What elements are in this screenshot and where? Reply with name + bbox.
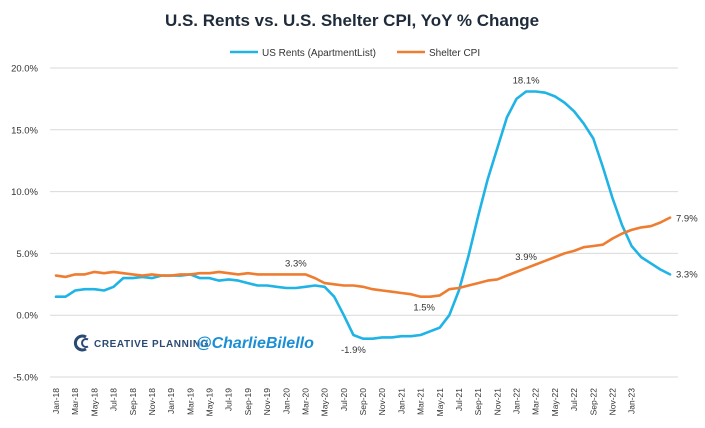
legend-label-shelter-cpi: Shelter CPI <box>429 48 480 59</box>
x-tick-label: Sep-20 <box>358 388 368 416</box>
y-tick-label: 15.0% <box>11 125 38 136</box>
data-label: 3.3% <box>285 258 307 269</box>
x-tick-label: Mar-20 <box>300 388 310 415</box>
x-tick-label: Nov-18 <box>147 388 157 416</box>
chart-title: U.S. Rents vs. U.S. Shelter CPI, YoY % C… <box>165 11 539 30</box>
y-axis: -5.0% 0.0% 5.0% 10.0% 15.0% 20.0% <box>11 64 38 384</box>
x-tick-label: May-22 <box>550 388 560 417</box>
x-tick-label: Mar-22 <box>531 388 541 415</box>
gridlines <box>50 67 678 378</box>
x-tick-label: Jan-20 <box>281 388 291 414</box>
x-tick-label: Jan-21 <box>396 388 406 414</box>
legend: US Rents (ApartmentList) Shelter CPI <box>230 48 480 59</box>
watermark: CREATIVE PLANNING @CharlieBilello <box>73 334 314 352</box>
watermark-handle: @CharlieBilello <box>196 335 314 352</box>
series-layer <box>54 90 672 341</box>
x-tick-label: Jan-23 <box>627 388 637 414</box>
x-tick-label: Mar-18 <box>70 388 80 415</box>
x-tick-label: Jul-22 <box>569 388 579 411</box>
x-tick-label: Sep-19 <box>243 388 253 416</box>
x-axis: Jan-18 Mar-18 May-18 Jul-18 Sep-18 Nov-18 Jan-… <box>51 388 637 417</box>
creative-planning-logo-icon <box>73 334 89 352</box>
x-tick-label: Jan-22 <box>512 388 522 414</box>
x-tick-label: Nov-21 <box>492 388 502 416</box>
data-label: 3.9% <box>515 252 537 263</box>
x-tick-label: Mar-19 <box>185 388 195 415</box>
x-tick-label: May-20 <box>320 388 330 417</box>
x-tick-label: May-19 <box>205 388 215 417</box>
y-tick-label: -5.0% <box>13 373 38 384</box>
x-tick-label: Jan-19 <box>166 388 176 414</box>
series-line-us-rents <box>54 90 672 341</box>
x-tick-label: May-18 <box>89 388 99 417</box>
x-tick-label: Jul-19 <box>224 388 234 411</box>
y-tick-label: 0.0% <box>16 311 38 322</box>
data-label: -1.9% <box>341 345 366 356</box>
y-tick-label: 5.0% <box>16 249 38 260</box>
x-tick-label: Nov-22 <box>607 388 617 416</box>
x-tick-label: Sep-22 <box>588 388 598 416</box>
data-label: 1.5% <box>413 303 435 314</box>
x-tick-label: Mar-21 <box>416 388 426 415</box>
annotations: 3.3% -1.9% 1.5% 18.1% 3.9% 7.9% 3.3% <box>285 75 698 355</box>
legend-label-us-rents: US Rents (ApartmentList) <box>262 48 376 59</box>
data-label: 18.1% <box>513 75 540 86</box>
data-label: 3.3% <box>676 269 698 280</box>
y-tick-label: 20.0% <box>11 64 38 75</box>
y-tick-label: 10.0% <box>11 187 38 198</box>
x-tick-label: Sep-21 <box>473 388 483 416</box>
series-line-shelter-cpi <box>54 216 672 299</box>
data-label: 7.9% <box>676 214 698 225</box>
x-tick-label: Jul-20 <box>339 388 349 411</box>
x-tick-label: Sep-18 <box>128 388 138 416</box>
x-tick-label: Jul-21 <box>454 388 464 411</box>
x-tick-label: Jan-18 <box>51 388 61 414</box>
x-tick-label: May-21 <box>435 388 445 417</box>
x-tick-label: Nov-19 <box>262 388 272 416</box>
x-tick-label: Jul-18 <box>109 388 119 411</box>
watermark-brand: CREATIVE PLANNING <box>94 339 209 350</box>
x-tick-label: Nov-20 <box>377 388 387 416</box>
